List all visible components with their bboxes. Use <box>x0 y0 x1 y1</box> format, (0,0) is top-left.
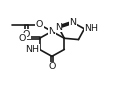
Text: N: N <box>48 27 55 36</box>
Text: N: N <box>55 23 62 32</box>
Text: O: O <box>19 34 26 43</box>
Text: NH: NH <box>25 45 40 54</box>
Text: O: O <box>36 20 43 29</box>
Text: NH: NH <box>84 24 98 33</box>
Text: N: N <box>69 18 76 27</box>
Text: O: O <box>23 30 30 39</box>
Text: O: O <box>48 62 56 71</box>
